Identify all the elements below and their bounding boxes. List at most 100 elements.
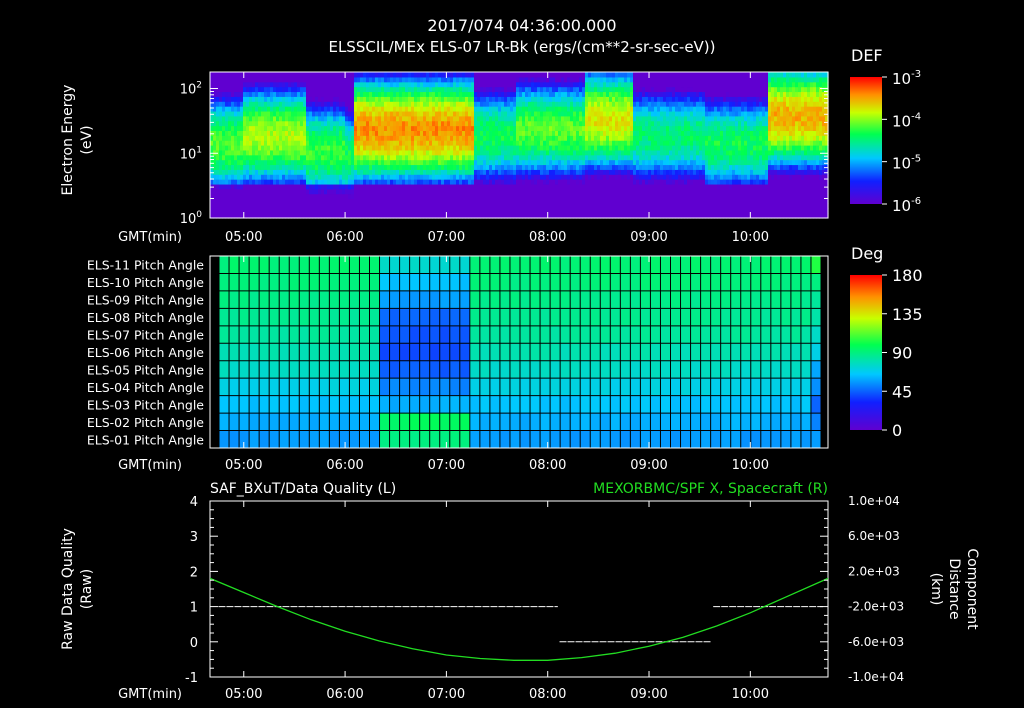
energy-cell <box>345 101 349 107</box>
energy-cell <box>501 159 505 166</box>
energy-cell <box>627 101 631 107</box>
energy-cell <box>561 159 565 166</box>
energy-cell <box>702 208 706 214</box>
energy-cell <box>210 135 214 141</box>
energy-cell <box>570 130 574 136</box>
energy-cell <box>333 115 337 122</box>
energy-cell <box>486 120 490 127</box>
energy-cell <box>291 140 295 146</box>
energy-cell <box>432 130 436 136</box>
energy-cell <box>681 169 685 175</box>
energy-cell <box>261 188 265 195</box>
energy-cell <box>648 154 652 161</box>
energy-cell <box>429 169 433 175</box>
energy-cell <box>381 110 385 117</box>
energy-cell <box>225 183 229 190</box>
energy-cell <box>252 213 256 219</box>
energy-cell <box>579 76 583 83</box>
energy-cell <box>309 179 313 185</box>
energy-cell <box>471 91 475 97</box>
energy-cell <box>588 164 592 170</box>
energy-cell <box>438 179 442 185</box>
energy-cell <box>432 81 436 88</box>
energy-cell <box>243 149 247 156</box>
energy-cell <box>363 76 367 83</box>
energy-cell <box>393 76 397 83</box>
energy-cell <box>705 198 709 204</box>
energy-cell <box>432 203 436 209</box>
energy-cell <box>627 164 631 170</box>
energy-cell <box>534 149 538 156</box>
energy-cell <box>225 145 229 151</box>
energy-cell <box>492 96 496 102</box>
energy-cell <box>378 120 382 127</box>
energy-cell <box>288 203 292 209</box>
energy-cell <box>435 106 439 112</box>
energy-cell <box>501 72 505 78</box>
energy-cell <box>477 125 481 131</box>
energy-cell <box>477 110 481 117</box>
energy-cell <box>429 198 433 204</box>
energy-cell <box>576 140 580 146</box>
energy-cell <box>468 86 472 93</box>
energy-cell <box>621 81 625 88</box>
energy-cell <box>405 203 409 209</box>
energy-cell <box>663 130 667 136</box>
energy-cell <box>516 154 520 161</box>
energy-cell <box>678 72 682 78</box>
energy-cell <box>405 213 409 219</box>
energy-cell <box>432 86 436 93</box>
energy-cell <box>354 81 358 88</box>
energy-cell <box>339 188 343 195</box>
energy-cell <box>393 179 397 185</box>
energy-cell <box>591 213 595 219</box>
energy-cell <box>540 213 544 219</box>
energy-cell <box>621 213 625 219</box>
energy-cell <box>486 198 490 204</box>
energy-cell <box>477 183 481 190</box>
energy-cell <box>651 154 655 161</box>
energy-cell <box>228 159 232 166</box>
energy-cell <box>369 140 373 146</box>
energy-cell <box>324 115 328 122</box>
energy-cell <box>468 188 472 195</box>
energy-cell <box>426 213 430 219</box>
energy-cell <box>678 96 682 102</box>
energy-cell <box>327 120 331 127</box>
energy-cell <box>669 72 673 78</box>
energy-cell <box>237 154 241 161</box>
energy-cell <box>426 120 430 127</box>
energy-cell <box>228 72 232 78</box>
energy-cell <box>558 120 562 127</box>
energy-cell <box>468 76 472 83</box>
energy-cell <box>666 154 670 161</box>
energy-cell <box>267 188 271 195</box>
energy-cell <box>540 174 544 180</box>
energy-cell <box>486 115 490 122</box>
energy-cell <box>489 159 493 166</box>
energy-cell <box>690 81 694 88</box>
energy-cell <box>216 120 220 127</box>
energy-cell <box>396 106 400 112</box>
energy-cell <box>342 110 346 117</box>
energy-cell <box>438 203 442 209</box>
energy-cell <box>486 101 490 107</box>
energy-cell <box>534 174 538 180</box>
energy-cell <box>249 203 253 209</box>
energy-cell <box>294 159 298 166</box>
energy-cell <box>462 159 466 166</box>
energy-cell <box>570 86 574 93</box>
energy-cell <box>483 169 487 175</box>
energy-cell <box>282 198 286 204</box>
energy-cell <box>573 72 577 78</box>
energy-cell <box>474 76 478 83</box>
energy-cell <box>630 198 634 204</box>
energy-cell <box>315 179 319 185</box>
energy-cell <box>567 213 571 219</box>
energy-cell <box>594 169 598 175</box>
energy-cell <box>426 198 430 204</box>
energy-cell <box>312 203 316 209</box>
energy-cell <box>426 203 430 209</box>
energy-cell <box>513 203 517 209</box>
